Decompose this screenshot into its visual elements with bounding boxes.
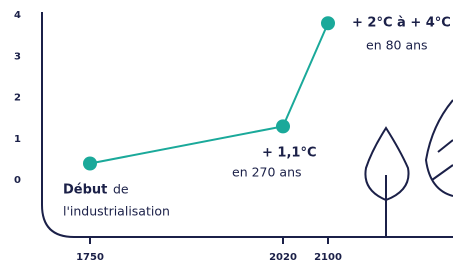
annotation: de <box>113 182 129 197</box>
point <box>321 16 335 30</box>
y-tick-label: 2 <box>14 93 21 104</box>
point <box>83 157 97 171</box>
annotation: l'industrialisation <box>63 204 170 219</box>
annotation: + 2°C à + 4°C <box>352 16 451 31</box>
trees <box>365 100 453 237</box>
y-tick-label: 4 <box>14 10 21 21</box>
y-tick-label: 1 <box>14 134 21 145</box>
x-tick-label: 2020 <box>269 252 297 263</box>
annotation: en 270 ans <box>232 165 302 180</box>
y-tick-label: 0 <box>14 175 21 186</box>
point <box>276 119 290 133</box>
x-tick-label: 2100 <box>314 252 342 263</box>
annotation: + 1,1°C <box>262 146 317 161</box>
line <box>90 23 328 163</box>
x-tick-label: 1750 <box>76 252 104 263</box>
y-tick-label: 3 <box>14 51 21 62</box>
chart: Début de l'industrialisation + 1,1°C en … <box>0 0 453 265</box>
annotation: en 80 ans <box>366 38 428 53</box>
annotation: Début <box>63 183 107 198</box>
